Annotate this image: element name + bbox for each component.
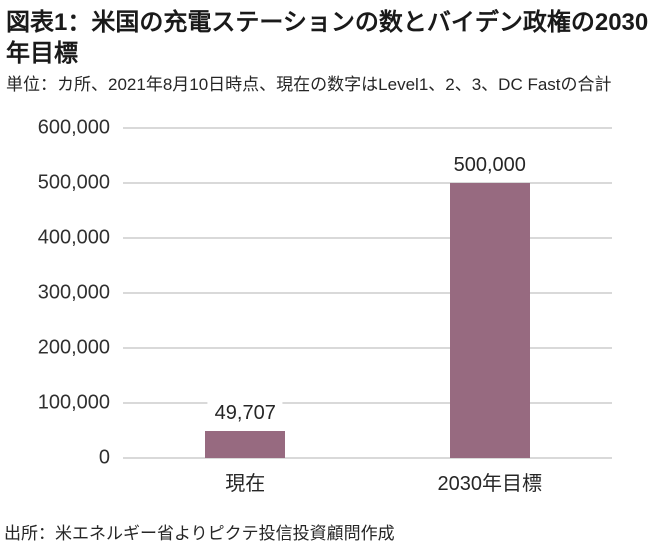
chart-source-note: 出所：米エネルギー省よりピクテ投信投資顧問作成 [4, 524, 395, 543]
gridline-500000 [123, 182, 612, 184]
gridline-0 [123, 457, 612, 459]
y-axis-tick-label: 200,000 [37, 336, 110, 359]
y-axis-tick-label: 300,000 [37, 281, 110, 304]
y-axis-tick-label: 400,000 [37, 226, 110, 249]
bar-value-label-2030年目標: 500,000 [446, 153, 533, 176]
bar-現在 [205, 430, 286, 458]
y-axis-tick-label: 100,000 [37, 391, 110, 414]
gridline-300000 [123, 292, 612, 294]
x-axis-category-label-現在: 現在 [225, 472, 266, 495]
y-axis-tick-label: 600,000 [37, 116, 110, 139]
bar-2030年目標 [449, 182, 530, 458]
gridline-200000 [123, 347, 612, 349]
chart-subtitle: 単位：カ所、2021年8月10日時点、現在の数字はLevel1、2、3、DC F… [6, 75, 612, 95]
gridline-400000 [123, 237, 612, 239]
y-axis-tick-label: 500,000 [37, 171, 110, 194]
bar-chart-plot-area: 0 100,000 200,000 300,000 400,000 500,000 600,… [38, 116, 612, 495]
bar-value-label-現在: 49,707 [207, 401, 283, 424]
y-axis-tick-label: 0 [98, 446, 110, 469]
x-axis-category-label-2030年目標: 2030年目標 [437, 472, 543, 495]
gridline-600000 [123, 127, 612, 129]
gridline-100000 [123, 402, 612, 404]
chart-title: 図表1：米国の充電ステーションの数とバイデン政権の2030年目標 [6, 9, 649, 67]
